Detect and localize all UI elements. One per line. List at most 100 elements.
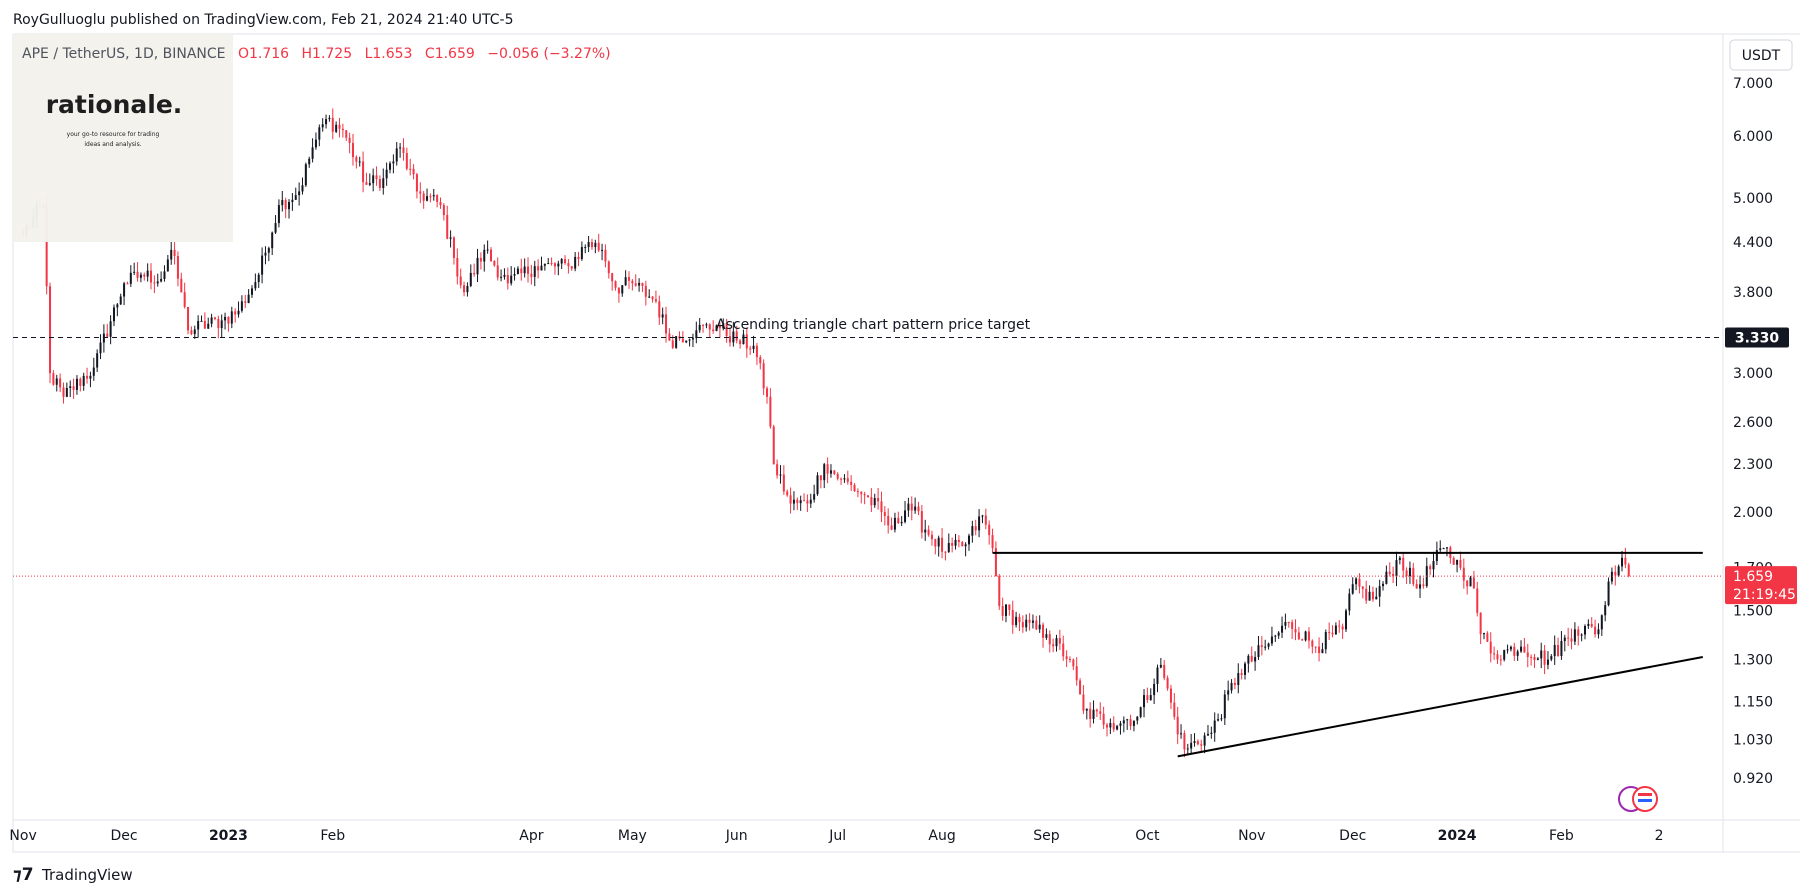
y-tick-label: 2.300 [1733,457,1773,473]
time-axis[interactable]: Nov Dec 2023 Feb Apr May Jun Jul Aug Sep Oct Nov Dec… [9,828,1663,844]
pattern-annotation[interactable]: Ascending triangle chart pattern price t… [716,317,1031,333]
symbol-legend[interactable]: APE / TetherUS, 1D, BINANCE O1.716 H1.72… [22,46,611,62]
candle-body [1038,624,1041,630]
candle-body [516,268,519,275]
candle-body [715,325,718,332]
candle-body [648,296,651,298]
price-axis[interactable]: 7.000 6.000 5.000 4.400 3.800 3.000 2.600 2.300… [1733,76,1773,787]
x-tick-label: Jun [725,828,748,844]
candle-body [1516,651,1519,656]
candle-body [1382,583,1385,587]
symbol-name[interactable]: APE / TetherUS, 1D, BINANCE [22,46,226,62]
candle-body [1314,646,1317,648]
candle-body [200,320,203,322]
logo-tagline-2: ideas and analysis. [84,141,141,148]
y-tick-label: 1.500 [1733,604,1773,620]
candle-body [1546,659,1549,665]
candle-body [210,317,213,324]
candle-body [250,288,254,295]
plot-area[interactable] [13,34,1723,820]
candle-body [1297,632,1300,640]
candle-body [1227,690,1230,695]
y-tick-label: 4.400 [1733,235,1773,251]
candle-body [86,375,89,379]
candle-body [644,285,647,297]
candle-body [82,375,85,386]
candle-body [1035,620,1038,630]
candle-body [79,378,82,386]
candle-body [1156,667,1159,684]
candle-body [1462,567,1465,581]
candle-body [459,276,462,286]
candle-body [954,539,957,546]
candle-body [170,249,173,260]
candle-body [627,277,631,281]
candle-body [1607,581,1610,606]
candle-body [513,274,516,276]
candle-body [624,277,627,286]
candle-body [1240,673,1243,675]
candle-body [991,535,994,549]
candle-body [496,265,499,278]
candle-body [523,266,526,274]
candle-body [476,257,479,275]
tradingview-logo[interactable]: ⁊7 TradingView [13,865,133,885]
support-line[interactable] [1177,655,1703,758]
candle-body [136,271,139,278]
candle-body [375,175,378,180]
candle-body [1617,566,1620,576]
candle-body [927,529,930,535]
candle-body [1267,643,1270,647]
candle-body [799,500,802,504]
candle-body [493,261,496,266]
candle-body [1402,557,1405,571]
candle-body [840,478,843,480]
candle-body [1493,653,1496,655]
candle-body [597,242,600,251]
currency-button-label[interactable]: USDT [1742,48,1781,64]
candle-body [937,537,940,547]
candle-body [698,324,701,331]
tradingview-brand: TradingView [41,866,133,884]
candle-body [1122,720,1125,724]
candle-body [160,278,163,282]
candle-body [567,263,570,267]
candle-body [119,296,122,305]
candle-body [1540,650,1543,659]
candle-body [419,191,422,194]
candle-body [368,183,371,185]
candle-body [742,334,745,345]
candle-body [550,263,553,265]
y-tick-label: 2.600 [1733,415,1773,431]
logo-tagline-1: your go-to resource for trading [67,131,160,138]
candle-body [930,534,933,540]
broker-flag-icon[interactable] [1618,786,1658,812]
candle-body [1112,723,1115,730]
ohlc-change: −0.056 (−3.27%) [487,46,610,62]
candle-body [99,342,102,354]
candle-body [1432,561,1435,570]
currency-button[interactable] [1729,39,1793,71]
candle-body [904,510,907,522]
candle-body [779,474,782,476]
candle-body [217,318,220,329]
x-tick-label: 2024 [1438,828,1477,844]
candle-body [833,470,836,474]
x-tick-label: May [618,828,647,844]
y-tick-label: 5.000 [1733,191,1773,207]
candle-body [1163,664,1166,678]
candle-body [651,296,654,300]
x-tick-label: Jul [828,828,846,844]
candle-body [1371,591,1374,600]
candle-body [762,363,765,389]
candle-body [261,255,264,275]
candle-body [564,259,567,264]
candle-body [1180,733,1183,735]
candle-body [621,285,624,294]
candle-body [426,196,429,201]
candle-body [365,182,368,185]
candle-body [533,266,536,277]
candle-body [1338,625,1341,627]
candle-body [49,286,52,374]
